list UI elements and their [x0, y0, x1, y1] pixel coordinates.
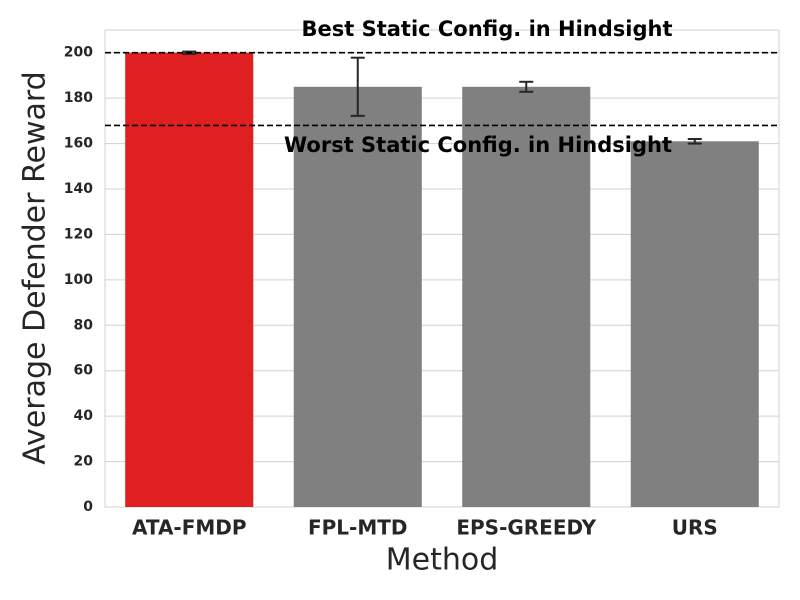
y-tick-label: 200 [64, 45, 93, 61]
x-axis-label: Method [386, 543, 499, 578]
y-tick-label: 80 [74, 317, 94, 333]
error-bar [350, 56, 365, 117]
y-tick-label: 60 [74, 363, 94, 379]
y-tick-label: 160 [64, 136, 93, 152]
annotation: Best Static Config. in Hindsight [301, 17, 672, 41]
bar [630, 141, 759, 508]
y-tick-label: 40 [74, 408, 94, 424]
y-tick-label: 20 [74, 454, 94, 470]
y-tick-label: 140 [64, 181, 93, 197]
y-tick-label: 100 [64, 272, 93, 288]
bar [125, 52, 254, 507]
x-tick-label: FPL-MTD [308, 516, 408, 540]
y-tick-label: 0 [83, 499, 93, 515]
annotation: Worst Static Config. in Hindsight [284, 133, 672, 157]
x-tick-label: URS [672, 516, 718, 540]
error-bar [519, 80, 534, 93]
bar [293, 86, 422, 508]
error-bar [687, 138, 702, 145]
x-tick-label: EPS-GREEDY [456, 516, 596, 540]
y-tick-label: 120 [64, 226, 93, 242]
bar [462, 86, 591, 508]
y-axis-label: Average Defender Reward [18, 71, 53, 464]
y-tick-label: 180 [64, 90, 93, 106]
x-tick-label: ATA-FMDP [132, 516, 247, 540]
